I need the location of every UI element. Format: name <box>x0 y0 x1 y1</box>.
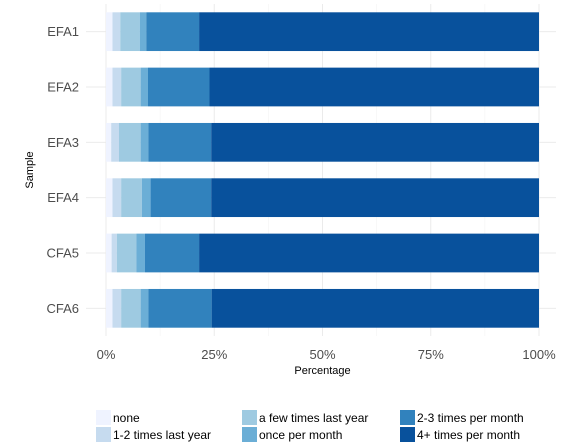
bar-segment <box>106 233 112 273</box>
bar-segment <box>209 67 539 107</box>
legend-item: 1-2 times last year <box>96 427 211 442</box>
bar-segment <box>141 178 151 218</box>
legend-swatch <box>96 410 111 425</box>
y-tick-label: EFA2 <box>47 80 79 95</box>
legend-swatch <box>96 427 111 442</box>
bar-segment <box>211 288 540 328</box>
bar-segment <box>121 288 141 328</box>
legend-label: 4+ times per month <box>417 428 520 442</box>
bar-segment <box>144 233 200 273</box>
legend-swatch <box>400 427 415 442</box>
bar-segment <box>140 67 149 107</box>
y-tick-label: CFA5 <box>46 246 79 261</box>
x-tick-label: 50% <box>309 347 335 362</box>
bar-segment <box>106 122 112 162</box>
y-tick-label: EFA4 <box>47 190 79 205</box>
bar-segment <box>211 122 539 162</box>
bar-segment <box>111 233 117 273</box>
bar-segment <box>106 288 113 328</box>
y-tick-label: EFA3 <box>47 135 79 150</box>
bar-segment <box>106 178 113 218</box>
legend-item: 2-3 times per month <box>400 410 524 425</box>
y-tick-label: CFA6 <box>46 301 79 316</box>
legend-swatch <box>242 427 257 442</box>
legend-label: a few times last year <box>259 411 368 425</box>
legend-label: 1-2 times last year <box>113 428 211 442</box>
bar-segment <box>121 67 141 107</box>
bar-segment <box>118 122 141 162</box>
bar-segment <box>139 12 147 52</box>
legend-swatch <box>242 410 257 425</box>
bar-segment <box>148 67 210 107</box>
bars-layer <box>106 12 540 328</box>
legend-label: none <box>113 411 140 425</box>
legend-item: none <box>96 410 140 425</box>
bar-segment <box>120 12 140 52</box>
bar-segment <box>106 12 113 52</box>
x-tick-label: 25% <box>201 347 227 362</box>
grid-layer <box>86 4 556 336</box>
legend-label: once per month <box>259 428 342 442</box>
bar-segment <box>199 12 539 52</box>
bar-segment <box>148 288 212 328</box>
bar-segment <box>112 12 121 52</box>
y-tick-labels: EFA1 EFA2 EFA3 EFA4 CFA5 CFA6 <box>46 24 79 316</box>
bar-segment <box>140 288 149 328</box>
bar-segment <box>148 122 212 162</box>
legend-item: 4+ times per month <box>400 427 520 442</box>
legend-item: a few times last year <box>242 410 368 425</box>
legend-item: once per month <box>242 427 342 442</box>
bar-segment <box>146 12 200 52</box>
bar-segment <box>121 178 142 218</box>
bar-segment <box>116 233 137 273</box>
bar-segment <box>199 233 539 273</box>
bar-segment <box>112 67 122 107</box>
x-tick-label: 0% <box>97 347 116 362</box>
x-tick-label: 75% <box>418 347 444 362</box>
bar-segment <box>136 233 145 273</box>
y-axis-title: Sample <box>24 151 36 188</box>
x-tick-labels: 0% 25% 50% 75% 100% <box>97 347 556 362</box>
x-tick-label: 100% <box>522 347 556 362</box>
bar-segment <box>150 178 212 218</box>
bar-segment <box>111 122 119 162</box>
bar-segment <box>112 178 122 218</box>
legend-label: 2-3 times per month <box>417 411 524 425</box>
bar-segment <box>106 67 113 107</box>
bar-segment <box>112 288 122 328</box>
bar-segment <box>211 178 539 218</box>
x-axis-title: Percentage <box>294 365 350 377</box>
bar-segment <box>140 122 149 162</box>
y-tick-label: EFA1 <box>47 24 79 39</box>
legend: none 1-2 times last year a few times last … <box>96 410 524 442</box>
legend-swatch <box>400 410 415 425</box>
